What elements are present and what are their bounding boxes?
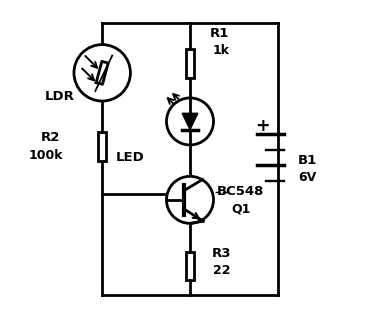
Text: R1: R1 xyxy=(209,27,229,40)
Text: BC548: BC548 xyxy=(217,186,264,198)
Polygon shape xyxy=(96,61,108,84)
Text: LED: LED xyxy=(116,151,145,164)
Text: R2: R2 xyxy=(41,131,60,144)
Text: LDR: LDR xyxy=(45,90,75,103)
Polygon shape xyxy=(182,113,198,129)
Bar xyxy=(98,132,106,161)
Text: R3: R3 xyxy=(212,247,231,260)
Text: B1: B1 xyxy=(298,154,317,167)
Text: 1k: 1k xyxy=(212,44,229,57)
Text: +: + xyxy=(255,117,269,135)
Text: Q1: Q1 xyxy=(231,203,250,216)
Circle shape xyxy=(74,45,130,101)
Text: 100k: 100k xyxy=(28,149,63,163)
Bar xyxy=(186,49,194,77)
Circle shape xyxy=(166,98,214,145)
Text: 22: 22 xyxy=(213,264,230,277)
Circle shape xyxy=(166,176,214,223)
Text: 6V: 6V xyxy=(298,171,317,184)
Bar xyxy=(186,252,194,280)
